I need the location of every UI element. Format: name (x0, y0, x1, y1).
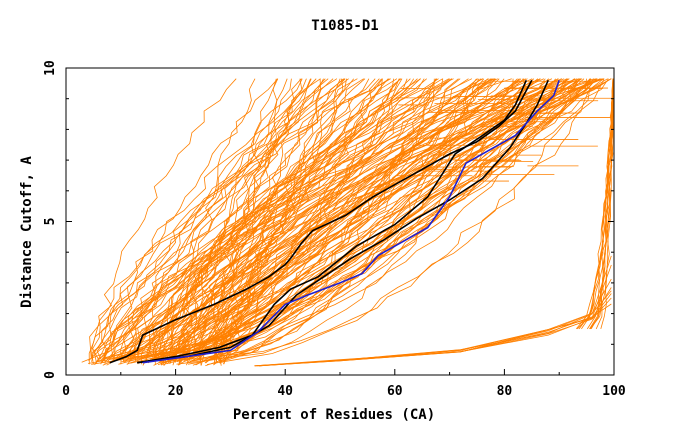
model-line (167, 78, 334, 365)
model-line (104, 78, 601, 361)
model-line (154, 78, 490, 362)
model-line (206, 78, 608, 365)
model-line (96, 78, 524, 362)
y-tick-label: 5 (43, 218, 58, 226)
model-line (216, 78, 389, 360)
model-line (122, 78, 302, 360)
model-line (152, 78, 570, 360)
model-line (112, 78, 576, 360)
model-line (158, 78, 605, 363)
model-line (120, 78, 303, 365)
model-line (169, 78, 383, 365)
model-line (102, 78, 496, 366)
model-line (88, 78, 391, 365)
x-axis-label: Percent of Residues (CA) (233, 407, 435, 423)
model-line (119, 78, 344, 363)
y-tick-label: 10 (43, 60, 58, 76)
model-line (117, 78, 324, 359)
model-line (185, 78, 307, 366)
model-line (259, 264, 612, 367)
model-line (91, 78, 321, 365)
model-line (146, 78, 526, 362)
model-line (178, 78, 256, 360)
y-axis-label: Distance Cutoff, A (19, 156, 35, 308)
model-line (187, 78, 500, 365)
model-line (172, 78, 575, 360)
plot-area (81, 78, 614, 367)
model-line (101, 78, 484, 363)
model-line (188, 78, 401, 361)
model-line (102, 78, 279, 359)
model-line (215, 78, 438, 362)
model-line (116, 78, 581, 359)
model-line (178, 78, 535, 361)
highlight-line-1 (109, 79, 533, 364)
x-tick-label: 80 (497, 384, 513, 399)
y-axis: 0 5 10 (43, 60, 614, 379)
model-line (183, 78, 485, 361)
chart-title: T1085-D1 (311, 18, 378, 34)
model-line (575, 78, 614, 330)
model-line (214, 78, 341, 363)
model-line (205, 78, 278, 364)
model-line (179, 78, 598, 359)
model-line (220, 78, 411, 362)
model-line (578, 78, 614, 330)
x-axis: 0 20 40 60 80 100 (62, 369, 626, 399)
x-tick-label: 100 (602, 384, 626, 399)
x-tick-label: 0 (62, 384, 70, 399)
model-line (160, 78, 355, 360)
model-line (180, 78, 533, 364)
model-line (595, 78, 614, 330)
model-line (92, 78, 237, 360)
model-line (257, 255, 612, 367)
model-line (223, 78, 344, 365)
model-line (108, 78, 604, 360)
highlight-line-2 (137, 79, 528, 364)
model-line (130, 78, 494, 360)
x-tick-label: 40 (277, 384, 293, 399)
model-line (100, 78, 602, 362)
model-line (166, 78, 520, 362)
model-line (104, 78, 338, 363)
orange-model-lines (81, 78, 614, 367)
model-line (204, 78, 568, 362)
model-line (95, 78, 400, 364)
x-tick-label: 60 (387, 384, 403, 399)
highlighted-model-lines (109, 79, 560, 364)
y-tick-label: 0 (43, 371, 58, 379)
model-line (123, 78, 570, 359)
model-line (195, 78, 394, 361)
model-line (160, 78, 422, 363)
model-line (160, 78, 347, 366)
highlight-line-3 (137, 79, 549, 364)
model-line (118, 78, 497, 365)
model-line (214, 78, 398, 364)
highlight-line-4 (142, 80, 560, 364)
model-line (133, 78, 452, 361)
x-tick-label: 20 (168, 384, 184, 399)
